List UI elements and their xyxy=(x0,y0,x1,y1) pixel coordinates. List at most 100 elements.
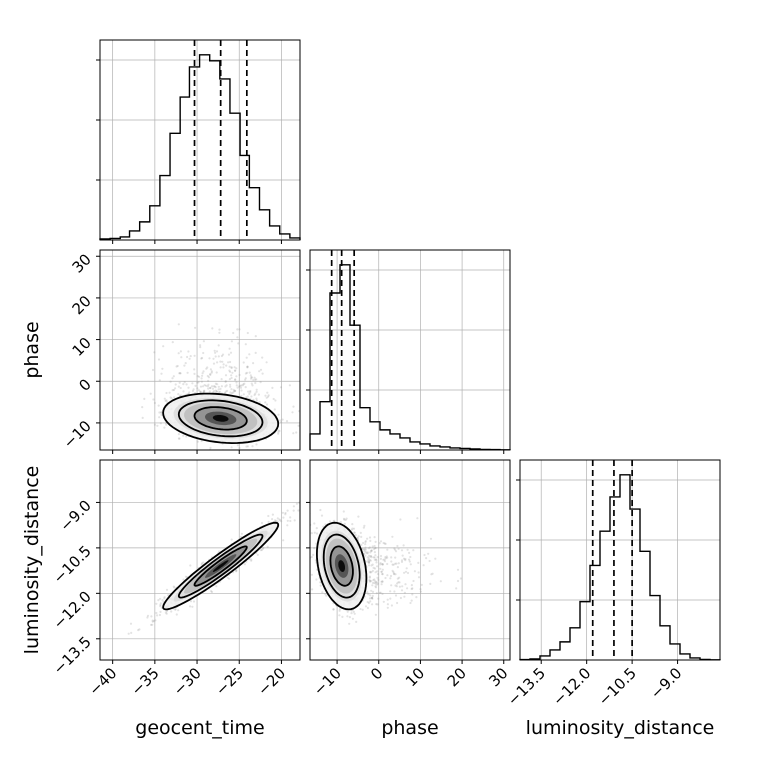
scatter-point xyxy=(381,563,384,566)
scatter-point xyxy=(277,432,280,435)
hist-phase-frame xyxy=(309,249,511,451)
x-tick-label-phase: 30 xyxy=(485,664,511,690)
scatter-point xyxy=(209,373,212,376)
scatter-point xyxy=(258,401,261,404)
scatter-point xyxy=(162,345,165,348)
scatter-point xyxy=(367,560,371,564)
scatter-point xyxy=(178,394,182,397)
scatter-point xyxy=(390,584,393,587)
scatter-point xyxy=(262,546,265,549)
scatter-point xyxy=(246,365,249,368)
scatter-point xyxy=(222,363,225,366)
scatter-point xyxy=(211,327,214,330)
scatter-point xyxy=(214,355,217,358)
scatter-point xyxy=(210,385,214,388)
scatter-point xyxy=(352,610,355,614)
scatter-point xyxy=(292,405,295,408)
scatter-point xyxy=(392,572,395,575)
scatter-point xyxy=(243,382,246,385)
scatter-point xyxy=(177,385,180,388)
scatter-point xyxy=(289,519,292,523)
histogram-luminosity-distance xyxy=(519,474,721,661)
scatter-point xyxy=(376,565,379,568)
scatter-point xyxy=(402,544,405,547)
histogram-geocent-time xyxy=(99,54,301,240)
scatter-point xyxy=(202,370,205,373)
scatter-point xyxy=(160,411,163,414)
histogram-phase xyxy=(309,264,511,451)
scatter-point xyxy=(159,602,162,605)
scatter-point xyxy=(366,552,369,555)
scatter-point xyxy=(221,353,225,356)
scatter-point xyxy=(127,632,130,635)
scatter-point xyxy=(215,390,218,393)
scatter-point xyxy=(370,556,373,559)
scatter-point xyxy=(406,587,409,590)
scatter-point xyxy=(150,623,153,627)
scatter-point xyxy=(214,351,217,354)
scatter-point xyxy=(284,511,287,515)
scatter-point xyxy=(163,397,166,400)
scatter-point xyxy=(371,569,374,573)
scatter-point xyxy=(224,380,227,383)
scatter-point xyxy=(235,367,238,370)
scatter-point xyxy=(382,558,385,561)
scatter-point xyxy=(239,385,242,388)
joint-plot-area-geocent-time-vs-phase xyxy=(141,323,300,450)
y-tick-label-phase: 10 xyxy=(69,334,95,360)
scatter-point xyxy=(364,540,367,543)
scatter-point xyxy=(394,584,397,587)
scatter-point xyxy=(189,564,192,567)
scatter-point xyxy=(228,365,231,368)
scatter-point xyxy=(156,614,159,617)
scatter-point xyxy=(164,611,167,614)
scatter-point xyxy=(328,520,332,523)
scatter-point xyxy=(158,379,161,382)
panel-phase-vs-luminosity-distance: −10 0 10 20 30 xyxy=(306,459,512,699)
scatter-point xyxy=(369,559,372,562)
x-tick-label-phase: −10 xyxy=(310,664,345,699)
scatter-point xyxy=(151,368,155,372)
scatter-point xyxy=(350,528,353,531)
scatter-point xyxy=(158,416,161,419)
scatter-point xyxy=(381,580,384,583)
scatter-point xyxy=(244,378,247,381)
scatter-point xyxy=(364,550,367,554)
scatter-point xyxy=(384,556,387,559)
scatter-point xyxy=(374,585,377,588)
scatter-point xyxy=(247,390,250,393)
scatter-point xyxy=(375,592,378,595)
scatter-point xyxy=(363,548,366,551)
scatter-point xyxy=(215,350,219,353)
scatter-point xyxy=(261,356,264,359)
scatter-point xyxy=(151,619,154,622)
scatter-point xyxy=(200,380,203,383)
scatter-point xyxy=(345,517,348,520)
scatter-point xyxy=(260,521,264,525)
scatter-point xyxy=(360,535,363,539)
y-tick-label-phase: 0 xyxy=(75,375,94,394)
scatter-point xyxy=(230,446,233,449)
scatter-point xyxy=(186,371,189,374)
scatter-point xyxy=(313,547,316,550)
scatter-point xyxy=(285,420,289,423)
scatter-point xyxy=(371,581,375,585)
scatter-point xyxy=(219,387,222,390)
scatter-point xyxy=(230,366,233,370)
scatter-point xyxy=(338,608,341,611)
scatter-point xyxy=(217,391,221,394)
scatter-point xyxy=(202,351,205,355)
scatter-point xyxy=(390,560,393,563)
scatter-point xyxy=(253,376,256,379)
scatter-point xyxy=(367,561,370,564)
scatter-point xyxy=(248,353,251,356)
scatter-point xyxy=(210,370,213,373)
scatter-point xyxy=(178,381,181,384)
scatter-point xyxy=(374,582,377,585)
scatter-point xyxy=(217,344,220,347)
scatter-point xyxy=(197,389,200,392)
scatter-point xyxy=(392,570,395,574)
scatter-point xyxy=(141,406,144,409)
scatter-point xyxy=(319,584,322,587)
scatter-point xyxy=(371,603,374,606)
